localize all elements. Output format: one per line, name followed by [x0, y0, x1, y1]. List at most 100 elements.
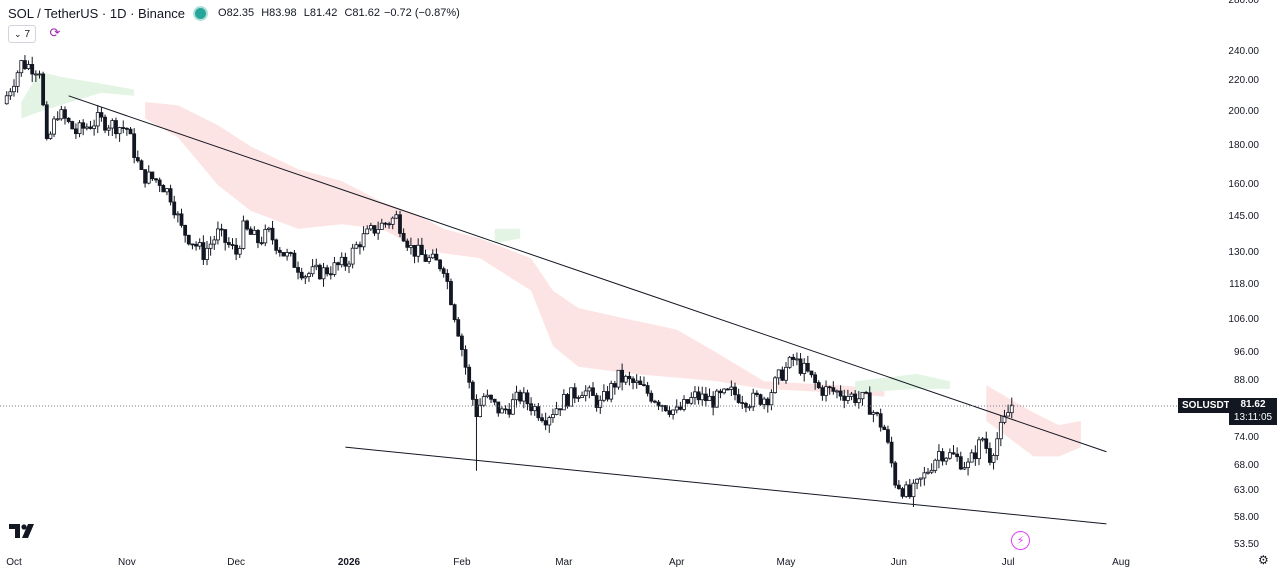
candle-body — [343, 256, 348, 267]
candle-body — [853, 393, 858, 403]
candle-body — [816, 382, 821, 389]
candle-body — [8, 91, 13, 97]
candle-body — [106, 127, 111, 131]
candle-body — [168, 188, 173, 203]
candle-body — [368, 225, 373, 230]
x-tick-label: Apr — [668, 557, 685, 568]
candle-body — [733, 386, 737, 396]
gear-icon[interactable]: ⚙ — [1258, 553, 1269, 567]
candle-body — [467, 366, 472, 383]
candle-body — [561, 394, 566, 411]
candle-body — [998, 421, 1003, 440]
candle-body — [514, 391, 519, 401]
candle-body — [995, 438, 1000, 456]
candle-body — [427, 257, 432, 262]
x-tick-label: Aug — [1112, 557, 1130, 568]
candle-body — [281, 252, 286, 257]
symbol-title[interactable]: SOL / TetherUS · 1D · Binance — [8, 5, 186, 21]
candle-body — [88, 126, 93, 129]
candle-body — [940, 451, 945, 462]
chevron-down-icon: ⌄ — [13, 28, 22, 39]
candle-body — [663, 405, 668, 412]
candle-body — [394, 214, 399, 219]
y-tick-label: 68.00 — [1233, 459, 1259, 471]
candle-body — [805, 362, 810, 372]
candle-body — [813, 374, 818, 383]
candle-body — [398, 214, 402, 234]
candle-body — [165, 188, 169, 193]
candle-body — [70, 121, 75, 130]
candle-body — [929, 469, 934, 473]
candle-body — [347, 263, 351, 267]
candle-body — [478, 404, 483, 418]
candle-body — [470, 381, 475, 400]
candle-body — [310, 266, 315, 275]
candle-body — [845, 396, 850, 401]
open-value: 82.35 — [226, 7, 255, 19]
x-tick-label: Jun — [890, 557, 907, 568]
cloud-settings-icon[interactable]: ⟳ — [49, 25, 61, 40]
candle-body — [969, 452, 974, 463]
candle-body — [230, 244, 235, 246]
candle-body — [958, 456, 963, 470]
candle-body — [379, 222, 384, 230]
candle-body — [773, 377, 777, 394]
candle-body — [802, 362, 807, 374]
candle-body — [529, 403, 533, 412]
candle-body — [977, 439, 981, 460]
candle-body — [1006, 412, 1011, 417]
candle-body — [114, 120, 118, 135]
lightning-icon[interactable]: ⚡ — [1011, 531, 1030, 550]
trendlines — [68, 95, 1107, 525]
candle-body — [434, 253, 439, 261]
candle-body — [769, 392, 774, 406]
candle-body — [55, 118, 60, 121]
candle-body — [270, 227, 275, 241]
candle-body — [609, 383, 614, 400]
candle-body — [299, 271, 304, 279]
candle-body — [740, 402, 745, 404]
candle-body — [1002, 415, 1007, 423]
candle-body — [358, 244, 362, 248]
indicator-count: 7 — [24, 28, 31, 40]
candle-body — [827, 386, 832, 389]
y-tick-label: 240.00 — [1228, 46, 1259, 57]
close-label: C — [344, 7, 353, 19]
x-tick-label: Oct — [6, 557, 22, 568]
candle-body — [645, 385, 650, 394]
candle-body — [390, 217, 395, 225]
candle-body — [157, 179, 162, 186]
y-tick-label: 180.00 — [1228, 140, 1259, 152]
candle-body — [500, 408, 504, 414]
candle-body — [317, 264, 322, 280]
candle-body — [292, 252, 297, 268]
candle-body — [915, 478, 919, 484]
candle-body — [405, 240, 410, 248]
indicators-toggle-button[interactable]: ⌄ 7 — [8, 25, 36, 43]
candle-body — [507, 409, 512, 415]
candle-body — [510, 399, 515, 415]
candle-body — [383, 222, 388, 225]
ticker-label: SOLUSDT — [1178, 398, 1234, 413]
candle-body — [223, 229, 228, 243]
candle-body — [441, 268, 446, 274]
candle-body — [587, 387, 592, 392]
candle-body — [532, 406, 537, 412]
candle-body — [634, 380, 639, 383]
candle-body — [350, 247, 355, 265]
candle-body — [678, 406, 683, 410]
candle-body — [616, 369, 621, 388]
y-tick-label: 53.50 — [1233, 538, 1259, 550]
chart-header: SOL / TetherUS · 1D · Binance O82.35 H83… — [8, 3, 460, 23]
candle-body — [1009, 404, 1014, 414]
x-tick-label: May — [776, 557, 796, 568]
candle-body — [81, 122, 86, 129]
candle-body — [314, 264, 319, 268]
candle-body — [456, 319, 461, 337]
candle-body — [598, 399, 603, 408]
x-tick-label: Nov — [117, 557, 136, 568]
candle-body — [536, 406, 541, 419]
candle-body — [591, 387, 595, 396]
candle-body — [252, 230, 257, 235]
